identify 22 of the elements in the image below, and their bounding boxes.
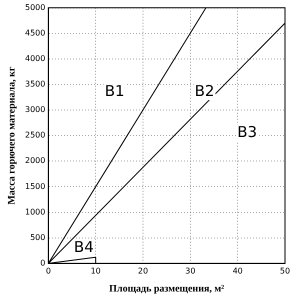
annotation: B1: [104, 82, 125, 100]
y-tick-label: 2500: [25, 130, 46, 140]
annotation: B4: [74, 238, 94, 256]
y-tick-label: 500: [30, 232, 46, 242]
y-tick-label: 4500: [25, 28, 46, 38]
y-axis-title: Масса горючего материала, кг: [6, 66, 18, 205]
x-tick-label: 30: [185, 266, 196, 276]
y-tick-label: 3500: [25, 80, 46, 89]
y-tick-label: 4000: [25, 54, 46, 63]
annotation: B3: [237, 122, 258, 141]
y-tick-label: 0: [40, 258, 46, 268]
y-tick-label: 2000: [25, 156, 46, 166]
x-tick-label: 50: [280, 266, 290, 276]
x-tick-label: 20: [138, 266, 148, 276]
annotation: B2: [194, 82, 214, 100]
y-tick-label: 5000: [25, 2, 46, 12]
y-tick-label: 1500: [25, 182, 46, 191]
x-axis-title: Площадь размещения, м²: [109, 284, 224, 295]
x-tick-label: 40: [232, 266, 243, 276]
y-tick-label: 1000: [25, 207, 46, 216]
y-tick-label: 3000: [25, 105, 46, 114]
x-tick-label: 10: [90, 266, 101, 276]
